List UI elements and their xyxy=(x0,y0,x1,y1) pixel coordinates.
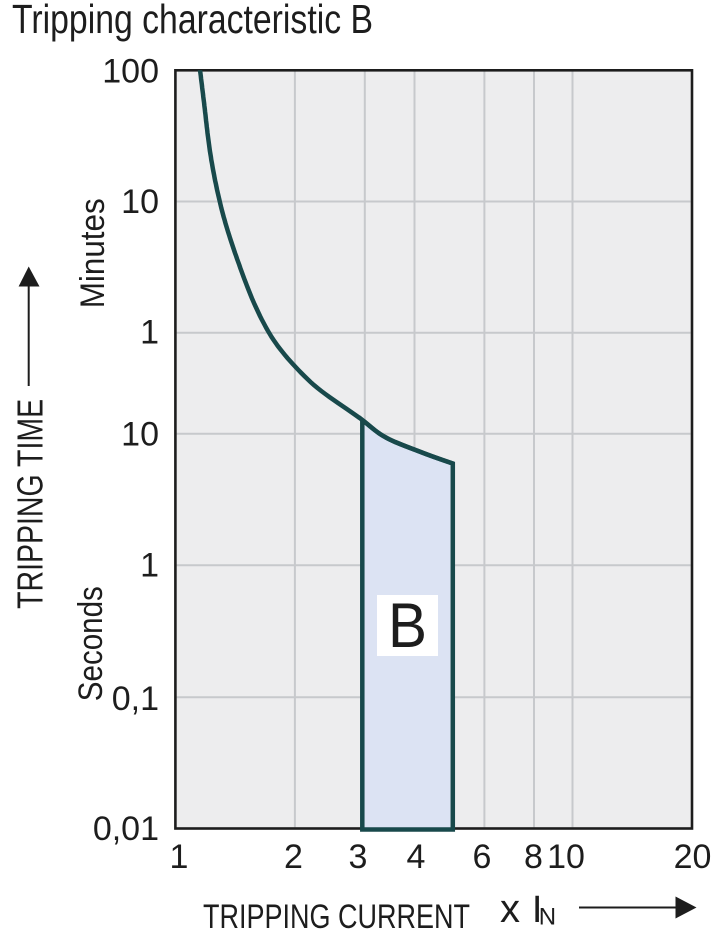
svg-text:Minutes: Minutes xyxy=(74,198,112,308)
svg-text:6: 6 xyxy=(473,838,492,876)
svg-text:N: N xyxy=(539,904,556,931)
svg-text:TRIPPING TIME: TRIPPING TIME xyxy=(9,399,50,609)
svg-text:0,1: 0,1 xyxy=(112,680,159,718)
svg-text:1: 1 xyxy=(140,314,159,352)
svg-text:3: 3 xyxy=(349,838,368,876)
svg-text:0,01: 0,01 xyxy=(93,810,159,848)
svg-text:I: I xyxy=(532,889,543,931)
svg-text:TRIPPING CURRENT: TRIPPING CURRENT xyxy=(203,898,470,936)
svg-text:2: 2 xyxy=(284,838,303,876)
svg-text:8: 8 xyxy=(524,838,543,876)
svg-text:Tripping characteristic B: Tripping characteristic B xyxy=(12,0,373,42)
svg-text:1: 1 xyxy=(170,838,189,876)
svg-text:100: 100 xyxy=(102,52,159,90)
svg-text:x: x xyxy=(500,887,520,931)
svg-text:Seconds: Seconds xyxy=(72,586,110,701)
svg-text:B: B xyxy=(388,591,427,661)
svg-text:4: 4 xyxy=(407,838,426,876)
svg-text:10: 10 xyxy=(121,415,159,453)
svg-text:20: 20 xyxy=(674,838,712,876)
svg-text:10: 10 xyxy=(547,838,585,876)
svg-text:10: 10 xyxy=(121,183,159,221)
svg-text:1: 1 xyxy=(140,547,159,585)
